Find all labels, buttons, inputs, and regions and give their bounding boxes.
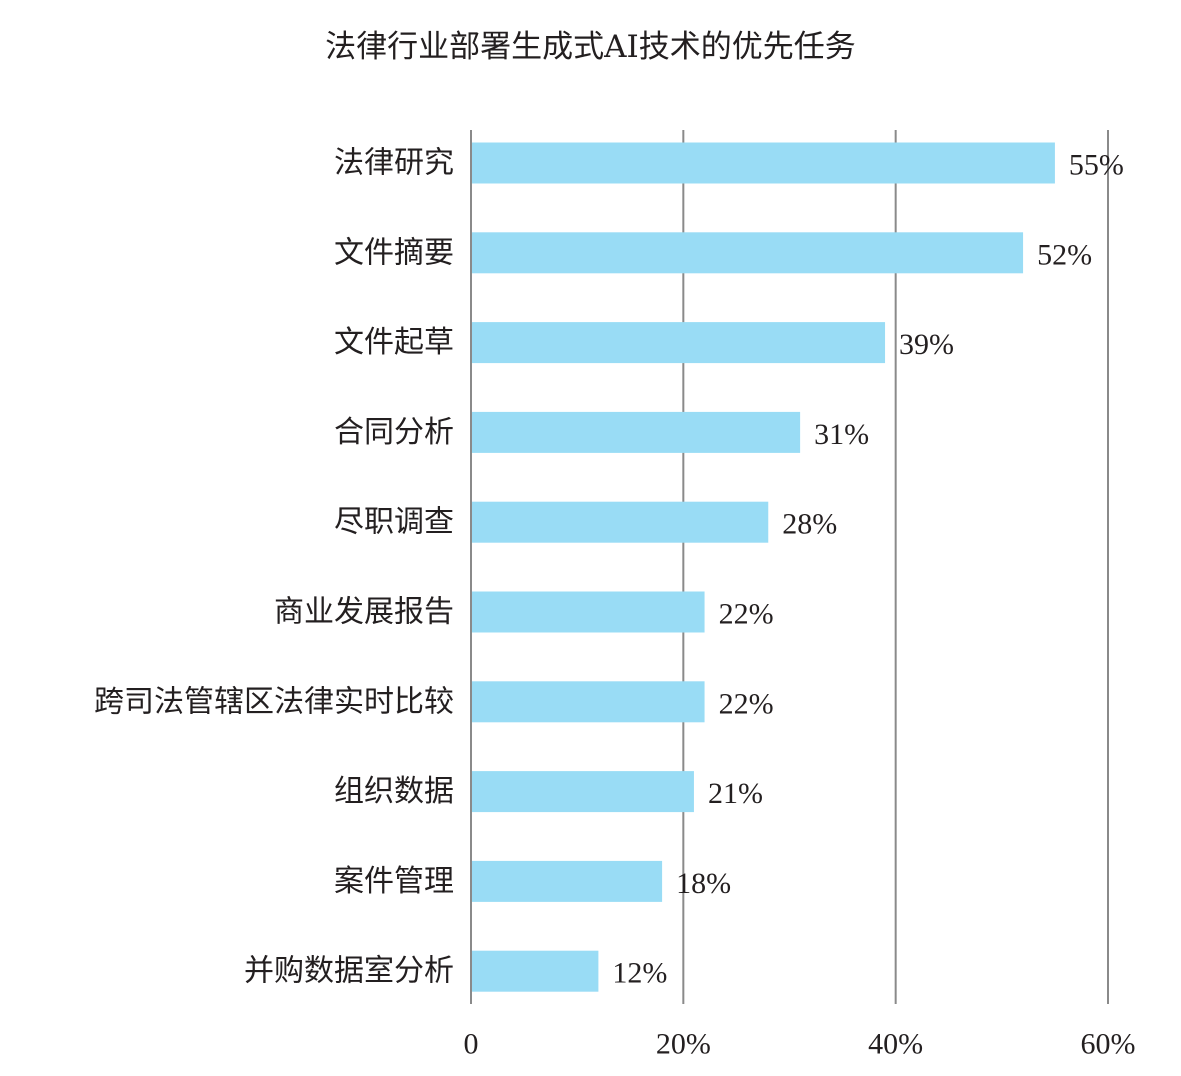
bar-6 [471,591,705,633]
x-axis-ticks: 0 20% 40% 60% [464,1028,1136,1061]
value-label-8: 21% [708,777,763,810]
value-label-2: 52% [1037,238,1092,271]
value-label-9: 18% [676,867,731,900]
category-label-7: 跨司法管辖区法律实时比较 [94,684,454,719]
category-label-9: 案件管理 [334,864,454,899]
value-label-3: 39% [899,328,954,361]
x-tick-label-60: 60% [1081,1028,1136,1061]
bar-10 [471,950,599,992]
category-label-3: 文件起草 [334,325,454,360]
category-labels: 法律研究文件摘要文件起草合同分析尽职调查商业发展报告跨司法管辖区法律实时比较组织… [94,146,454,989]
category-label-4: 合同分析 [334,415,454,450]
bar-2 [471,232,1024,274]
bar-5 [471,501,769,543]
x-tick-label-40: 40% [868,1028,923,1061]
category-label-2: 文件摘要 [334,235,454,270]
category-label-8: 组织数据 [334,774,454,809]
bar-1 [471,142,1055,184]
bar-9 [471,860,663,902]
value-label-10: 12% [612,957,667,990]
bars [471,142,1055,992]
bar-8 [471,771,694,813]
value-labels: 55% 52% 39% 31% 28% 22% 22% 21% 18% 12% [612,149,1124,990]
bar-7 [471,681,705,723]
category-label-5: 尽职调查 [334,505,454,540]
x-tick-label-20: 20% [656,1028,711,1061]
value-label-7: 22% [719,687,774,720]
category-label-1: 法律研究 [334,146,454,181]
category-label-6: 商业发展报告 [274,595,454,630]
value-label-6: 22% [719,598,774,631]
bar-4 [471,411,801,453]
value-label-5: 28% [782,508,837,541]
grid-lines [682,130,1109,1004]
value-label-4: 31% [814,418,869,451]
x-tick-label-0: 0 [464,1028,479,1061]
category-label-10: 并购数据室分析 [244,954,454,989]
value-label-1: 55% [1069,149,1124,182]
chart-title: 法律行业部署生成式AI技术的优先任务 [325,29,856,65]
bar-3 [471,322,886,364]
